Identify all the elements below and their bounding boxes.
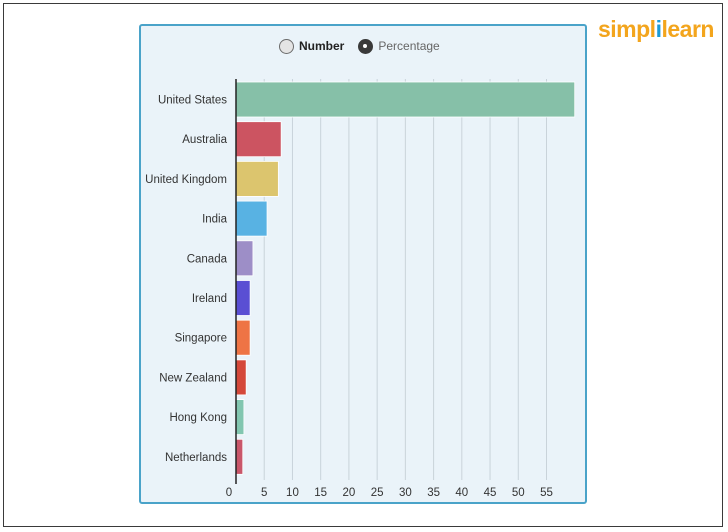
bar [235, 280, 251, 316]
number-radio[interactable]: Number [279, 38, 345, 54]
bar [235, 359, 247, 396]
x-tick-label: 15 [314, 487, 327, 499]
x-tick-label: 25 [371, 487, 384, 499]
x-tick-label: 40 [455, 487, 468, 499]
percentage-radio-label: Percentage [378, 39, 440, 53]
bar [235, 438, 244, 475]
category-label: United Kingdom [145, 174, 227, 186]
simplilearn-logo: simplilearn [598, 16, 714, 46]
x-tick-label: 0 [226, 487, 232, 499]
bar [235, 200, 268, 237]
logo-text-2: i [655, 16, 662, 42]
category-label: Singapore [175, 333, 227, 345]
x-tick-label: 10 [286, 487, 299, 499]
category-label: Canada [187, 253, 228, 265]
x-tick-label: 45 [484, 487, 497, 499]
bar [235, 160, 279, 197]
x-tick-label: 55 [540, 487, 553, 499]
x-tick-label: 5 [261, 487, 267, 499]
x-tick-label: 20 [343, 487, 356, 499]
category-label: Hong Kong [169, 412, 227, 424]
logo-text-3: learn [661, 16, 714, 42]
bar [235, 81, 576, 118]
category-label: New Zealand [159, 372, 227, 384]
number-radio-circle[interactable] [279, 38, 294, 54]
bar [235, 121, 282, 158]
display-mode-toggle: Number Percentage [279, 36, 440, 56]
category-label: Netherlands [165, 452, 227, 464]
category-label: Ireland [192, 293, 227, 305]
bar [235, 319, 251, 356]
x-tick-label: 35 [427, 487, 440, 499]
category-label: Australia [182, 134, 227, 146]
number-radio-label: Number [299, 39, 345, 53]
bar [235, 240, 254, 277]
category-label: India [202, 214, 228, 226]
x-tick-label: 30 [399, 487, 412, 499]
percentage-radio[interactable]: Percentage [358, 38, 440, 54]
percentage-radio-circle[interactable] [358, 38, 374, 54]
category-label: United States [158, 95, 227, 107]
x-tick-label: 50 [512, 487, 525, 499]
bar [235, 399, 245, 436]
logo-text-1: simpl [598, 16, 656, 42]
